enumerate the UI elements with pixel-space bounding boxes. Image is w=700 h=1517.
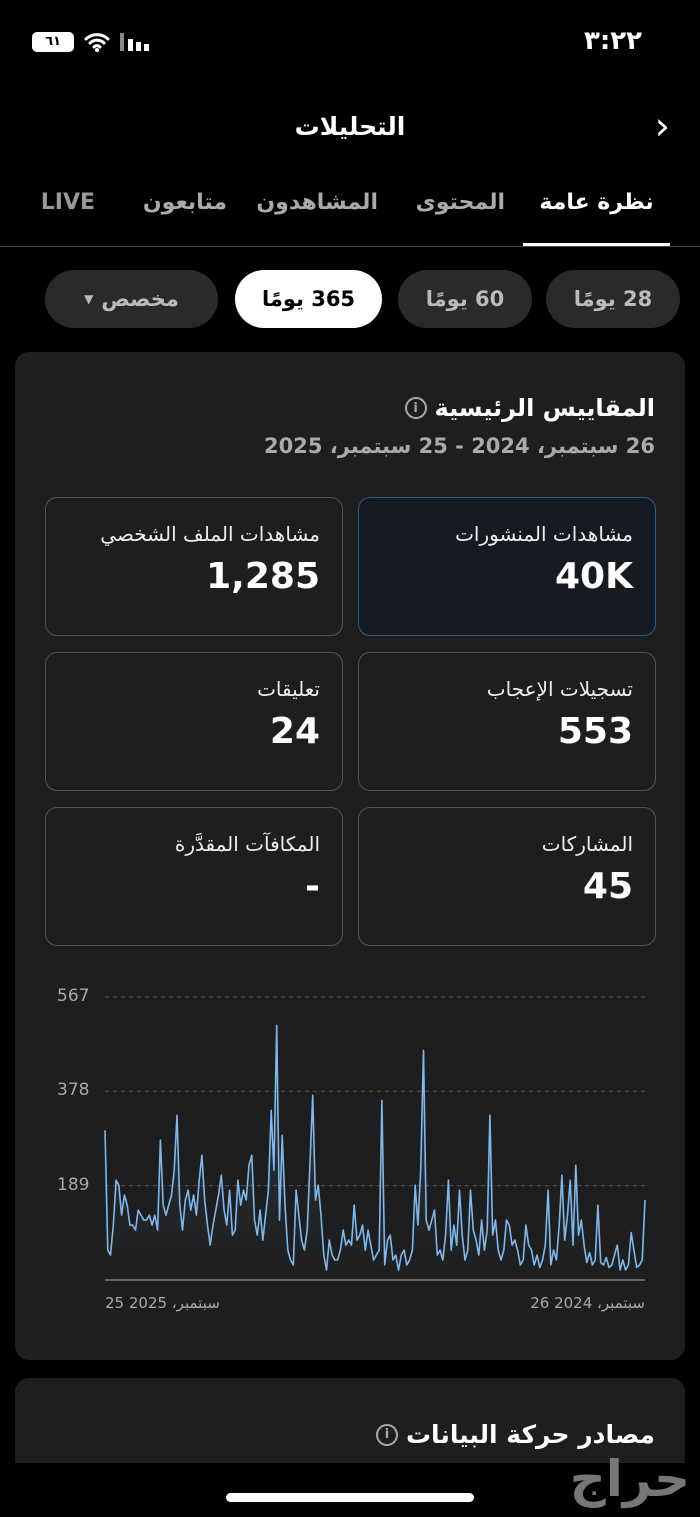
metric-label: تعليقات [257,677,320,701]
traffic-sources-card [15,1378,685,1463]
range-label: 60 يومًا [425,287,505,311]
metric-value: 1,285 [206,556,320,597]
metric-label: مشاهدات المنشورات [455,522,633,546]
wifi-icon [84,33,110,52]
y-tick-label: 567 [57,986,90,1006]
battery-icon: ٦١ [32,32,74,52]
metric-label: المكافآت المقدَّرة [174,832,320,856]
tab-live[interactable]: LIVE [40,190,95,215]
signal-icon [120,33,149,51]
metric-value: 553 [557,711,633,752]
section-title: المقاييس الرئيسية [434,394,655,422]
range-28-days[interactable]: 28 يومًا [546,270,680,328]
status-icons: ٦١ [32,32,150,52]
metric-profile-views[interactable]: مشاهدات الملف الشخصي 1,285 [45,497,343,636]
range-label: 28 يومًا [573,287,653,311]
chevron-right-icon[interactable]: › [654,104,670,148]
metric-estimated-rewards[interactable]: المكافآت المقدَّرة - [45,807,343,946]
metric-value: 45 [582,866,633,907]
metric-label: تسجيلات الإعجاب [486,677,633,701]
info-icon[interactable]: i [404,397,427,419]
metric-label: مشاهدات الملف الشخصي [100,522,320,546]
x-label-start: سبتمبر، 2024 26 [530,1294,645,1312]
status-time: ٣:٢٢ [583,26,642,56]
key-metrics-title: المقاييس الرئيسية i [404,394,655,422]
range-custom-dropdown[interactable]: مخصص ▼ [45,270,218,328]
metric-comments[interactable]: تعليقات 24 [45,652,343,791]
page-title: التحليلات [294,112,406,141]
metric-likes[interactable]: تسجيلات الإعجاب 553 [358,652,656,791]
metric-shares[interactable]: المشاركات 45 [358,807,656,946]
caret-down-icon: ▼ [84,292,94,306]
haraj-watermark-logo: حراج [569,1450,690,1508]
tab-followers[interactable]: متابعون [142,190,227,215]
range-365-days[interactable]: 365 يومًا [235,270,382,328]
range-label: 365 يومًا [261,287,356,311]
metric-value: 24 [269,711,320,752]
metric-value: - [305,866,320,907]
metric-value: 40K [555,556,633,597]
y-tick-label: 378 [57,1080,90,1100]
tab-content[interactable]: المحتوى [415,190,505,215]
tab-bar: نظرة عامة المحتوى المشاهدون متابعون LIVE [0,190,700,247]
series-area [105,1025,645,1280]
section-title: مصادر حركة البيانات [405,1420,655,1449]
series-line [104,1024,646,1271]
y-tick-label: 189 [57,1175,90,1195]
tab-viewers[interactable]: المشاهدون [256,190,378,215]
tab-overview[interactable]: نظرة عامة [523,190,670,246]
traffic-sources-title: مصادر حركة البيانات i [375,1420,655,1449]
info-icon[interactable]: i [375,1423,398,1446]
home-indicator[interactable] [226,1493,474,1502]
range-label: مخصص [101,287,179,311]
x-label-end: سبتمبر، 2025 25 [105,1294,220,1312]
metric-label: المشاركات [541,832,633,856]
metric-post-views[interactable]: مشاهدات المنشورات 40K [358,497,656,636]
range-60-days[interactable]: 60 يومًا [398,270,532,328]
date-range: 26 سبتمبر، 2024 - 25 سبتمبر، 2025 [264,434,655,458]
